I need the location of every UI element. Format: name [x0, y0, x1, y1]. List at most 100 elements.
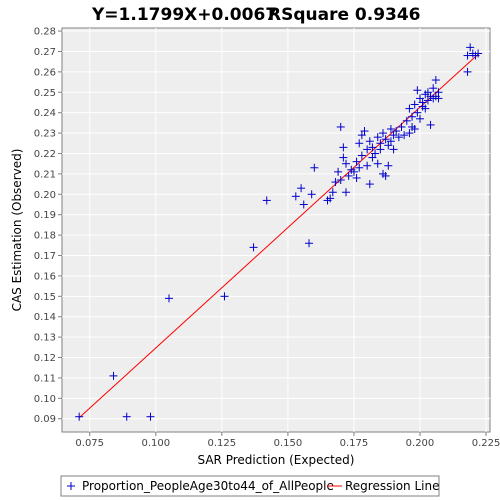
data-point	[365, 180, 374, 189]
data-point	[474, 49, 483, 58]
data-point	[249, 243, 258, 252]
data-point	[371, 149, 380, 158]
data-point	[405, 104, 414, 113]
data-point	[365, 137, 374, 146]
data-point	[342, 159, 351, 168]
data-point	[334, 167, 343, 176]
data-point	[463, 67, 472, 76]
y-tick-label: 0.14	[34, 312, 56, 323]
data-point	[122, 412, 131, 421]
y-tick-label: 0.24	[34, 108, 56, 119]
data-point	[339, 143, 348, 152]
data-point	[339, 153, 348, 162]
data-point	[355, 163, 364, 172]
data-point	[413, 108, 422, 117]
data-point	[389, 131, 398, 140]
y-tick-label: 0.12	[34, 353, 56, 364]
x-tick-label: 0.150	[274, 438, 303, 449]
data-point	[381, 135, 390, 144]
data-point	[363, 145, 372, 154]
x-tick-label: 0.225	[472, 438, 500, 449]
x-tick-labels: 0.075 0.100 0.125 0.150 0.175 0.200 0.225	[75, 432, 500, 449]
legend-box	[60, 475, 440, 497]
y-tick-label: 0.15	[34, 292, 56, 303]
data-point	[352, 157, 361, 166]
data-point	[397, 122, 406, 131]
data-point	[342, 188, 351, 197]
chart-title-equation: Y=1.1799X+0.0067	[91, 5, 277, 25]
data-point	[394, 133, 403, 142]
data-point	[331, 178, 340, 187]
data-point	[413, 86, 422, 95]
data-points	[75, 43, 483, 421]
x-axis-label: SAR Prediction (Expected)	[198, 453, 355, 467]
data-point	[307, 190, 316, 199]
data-point	[368, 153, 377, 162]
y-tick-label: 0.20	[34, 190, 56, 201]
data-point	[109, 371, 118, 380]
y-tick-label: 0.27	[34, 47, 56, 58]
data-point	[357, 151, 366, 160]
data-point	[291, 192, 300, 201]
y-tick-label: 0.21	[34, 169, 56, 180]
data-point	[392, 127, 401, 136]
data-point	[466, 43, 475, 52]
data-point	[423, 88, 432, 97]
data-point	[328, 188, 337, 197]
data-point	[355, 139, 364, 148]
data-point	[326, 194, 335, 203]
data-point	[423, 96, 432, 105]
y-tick-label: 0.25	[34, 88, 56, 99]
data-point	[426, 120, 435, 129]
data-point	[400, 131, 409, 140]
y-tick-label: 0.16	[34, 271, 56, 282]
data-point	[360, 127, 369, 136]
x-tick-label: 0.075	[75, 438, 104, 449]
legend-series-label: Proportion_PeopleAge30to44_of_AllPeople	[82, 479, 334, 493]
data-point	[220, 292, 229, 301]
data-point	[415, 114, 424, 123]
data-point	[429, 84, 438, 93]
legend-regression-label: Regression Line	[345, 479, 439, 493]
x-tick-label: 0.200	[406, 438, 435, 449]
data-point	[336, 122, 345, 131]
data-point	[410, 100, 419, 109]
data-point	[405, 129, 414, 138]
y-tick-label: 0.17	[34, 251, 56, 262]
data-point	[379, 129, 387, 138]
y-tick-label: 0.10	[34, 394, 56, 405]
x-tick-label: 0.100	[141, 438, 170, 449]
y-tick-label: 0.28	[34, 27, 56, 38]
data-point	[421, 104, 430, 113]
data-point	[368, 143, 377, 152]
chart-title-rsquare: RSquare 0.9346	[268, 5, 421, 25]
legend-marker-icon	[67, 482, 75, 490]
data-point	[165, 294, 173, 303]
data-point	[415, 94, 424, 103]
y-tick-label: 0.26	[34, 67, 56, 78]
x-tick-label: 0.125	[208, 438, 237, 449]
data-point	[310, 163, 319, 172]
data-point	[384, 141, 393, 150]
data-point	[434, 88, 443, 97]
data-point	[386, 125, 395, 133]
data-point	[344, 171, 353, 180]
data-point	[349, 167, 358, 176]
data-point	[376, 139, 385, 148]
data-point	[352, 173, 361, 182]
data-point	[305, 239, 314, 248]
data-point	[389, 145, 398, 154]
y-axis-label: CAS Estimation (Observed)	[10, 149, 24, 312]
data-point	[408, 112, 417, 121]
data-point	[299, 200, 308, 209]
data-point	[386, 137, 395, 146]
data-point	[410, 125, 419, 133]
data-point	[373, 133, 382, 142]
data-point	[363, 161, 372, 170]
y-tick-label: 0.13	[34, 333, 56, 344]
data-point	[146, 412, 155, 421]
data-point	[262, 196, 271, 205]
data-point	[431, 76, 440, 85]
y-tick-labels: 0.09 0.10 0.11 0.12 0.13 0.14 0.15 0.16 0.17 0.18…	[34, 27, 62, 425]
